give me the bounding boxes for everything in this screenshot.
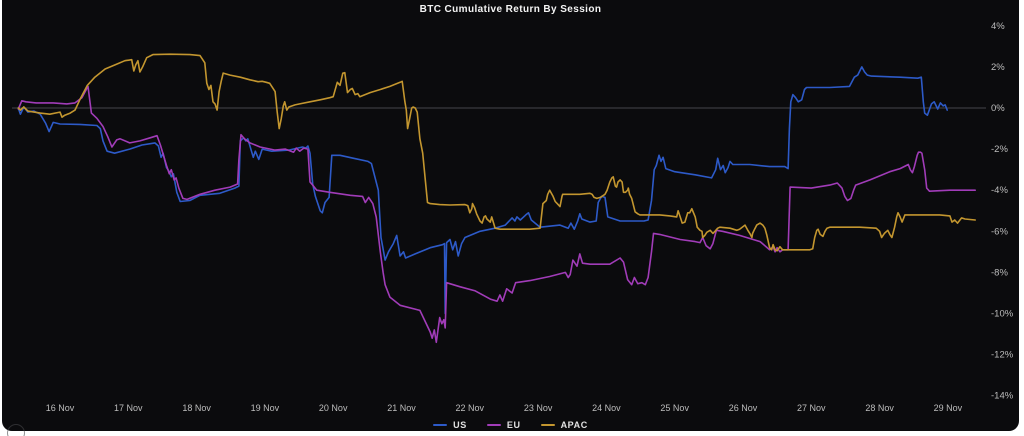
x-tick-label: 19 Nov bbox=[251, 403, 280, 413]
legend-swatch-eu-icon bbox=[486, 424, 501, 426]
x-tick-label: 24 Nov bbox=[592, 403, 621, 413]
x-tick-label: 28 Nov bbox=[865, 403, 894, 413]
legend-item-us[interactable]: US bbox=[433, 420, 467, 430]
chart-legend: US EU APAC bbox=[2, 420, 1019, 430]
x-tick-label: 21 Nov bbox=[387, 403, 416, 413]
y-tick-label: -8% bbox=[991, 267, 1008, 278]
legend-swatch-apac-icon bbox=[540, 424, 555, 426]
x-tick-label: 26 Nov bbox=[729, 403, 758, 413]
series-line-apac bbox=[17, 53, 977, 252]
y-tick-label: -12% bbox=[991, 350, 1014, 361]
y-tick-label: -10% bbox=[991, 309, 1014, 320]
legend-swatch-us-icon bbox=[433, 424, 448, 426]
x-tick-label: 20 Nov bbox=[319, 403, 348, 413]
x-tick-label: 17 Nov bbox=[114, 403, 143, 413]
y-tick-label: 4% bbox=[991, 21, 1005, 32]
x-tick-label: 29 Nov bbox=[934, 403, 963, 413]
y-tick-label: 0% bbox=[991, 103, 1005, 114]
x-tick-label: 25 Nov bbox=[660, 403, 689, 413]
legend-item-apac[interactable]: APAC bbox=[540, 420, 588, 430]
y-tick-label: -4% bbox=[991, 185, 1008, 196]
legend-label-us: US bbox=[453, 420, 467, 430]
y-tick-label: 2% bbox=[991, 62, 1005, 73]
watermark-logo-icon bbox=[7, 424, 25, 436]
x-tick-label: 27 Nov bbox=[797, 403, 826, 413]
y-tick-label: -6% bbox=[991, 226, 1008, 237]
y-tick-label: -2% bbox=[991, 144, 1008, 155]
legend-label-apac: APAC bbox=[560, 420, 588, 430]
x-tick-label: 18 Nov bbox=[182, 403, 211, 413]
legend-label-eu: EU bbox=[506, 420, 521, 430]
chart-title: BTC Cumulative Return By Session bbox=[419, 4, 602, 15]
y-tick-label: -14% bbox=[991, 391, 1014, 402]
x-tick-label: 22 Nov bbox=[456, 403, 485, 413]
x-tick-label: 23 Nov bbox=[524, 403, 553, 413]
legend-item-eu[interactable]: EU bbox=[486, 420, 521, 430]
series-line-us bbox=[17, 66, 949, 315]
x-tick-label: 16 Nov bbox=[46, 403, 75, 413]
series-line-eu bbox=[17, 85, 977, 344]
